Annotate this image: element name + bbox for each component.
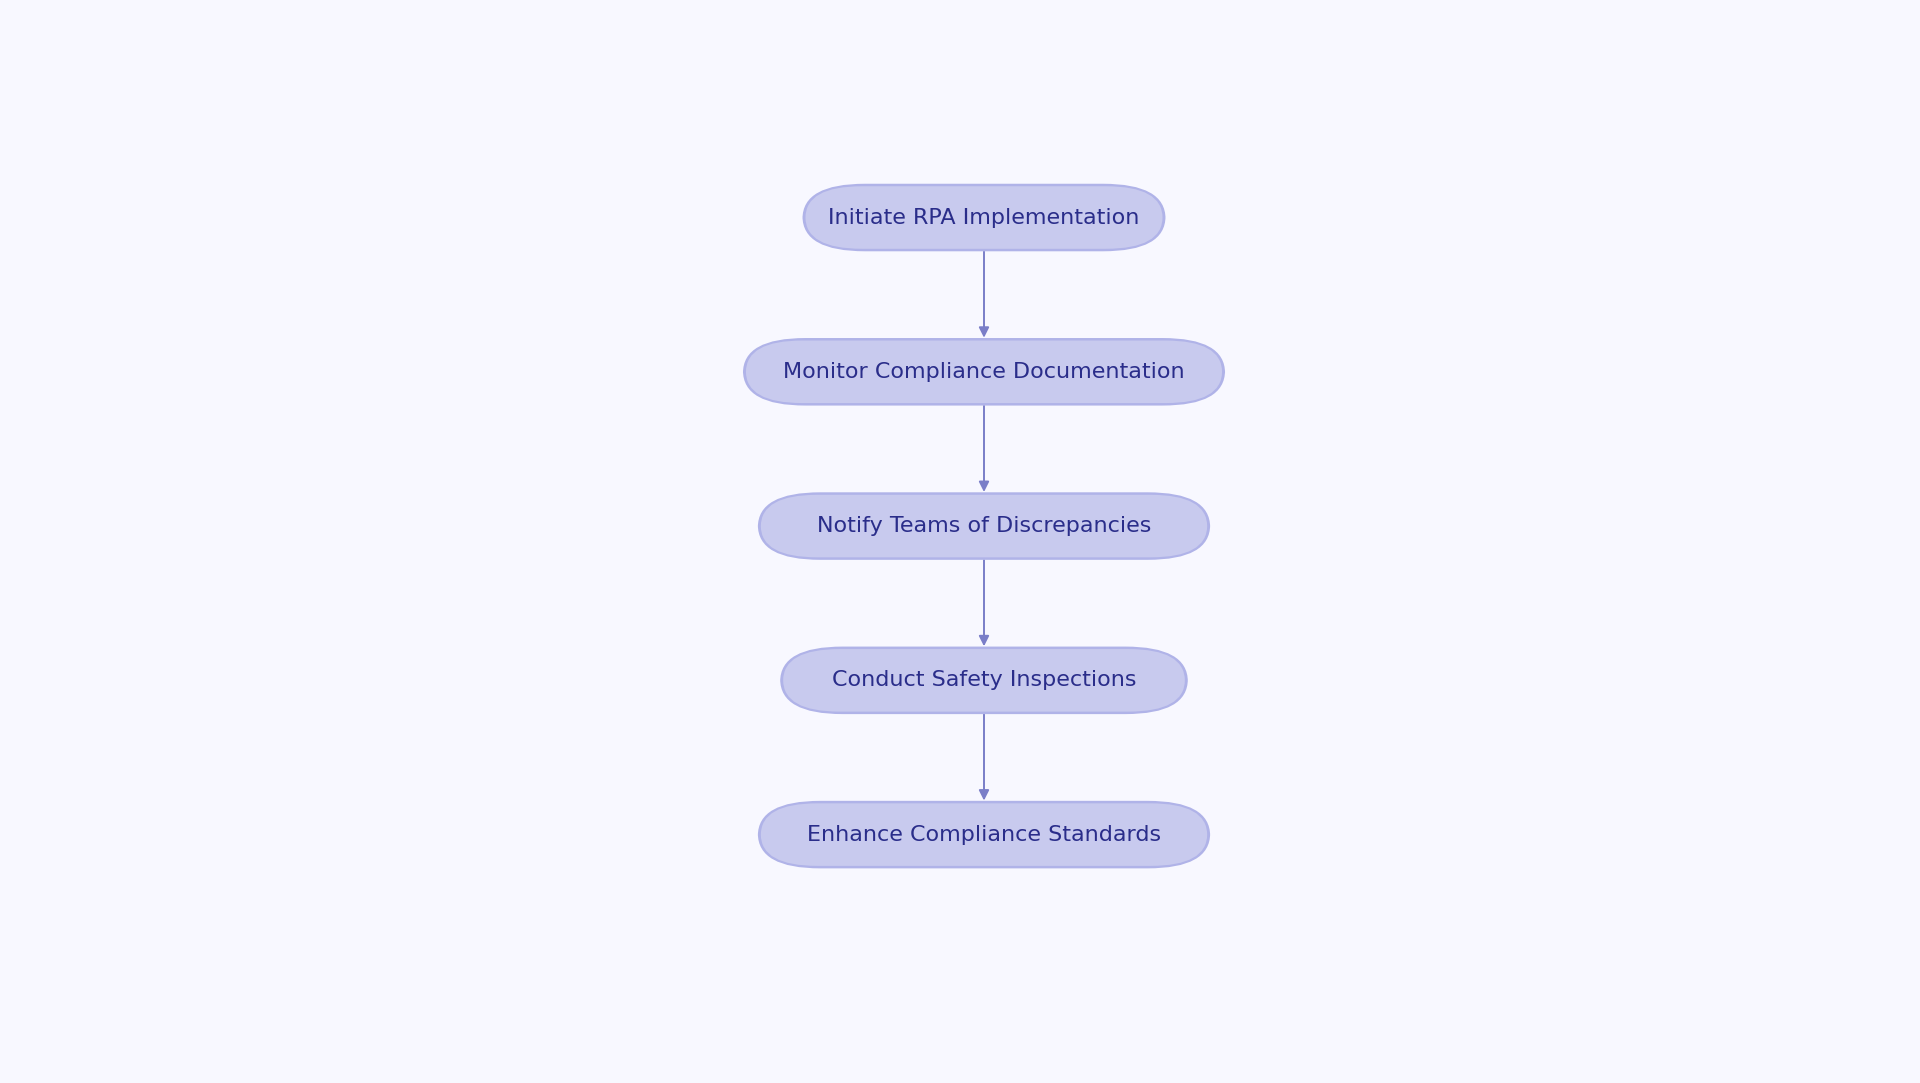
FancyBboxPatch shape [743,338,1225,405]
FancyBboxPatch shape [758,800,1210,869]
Text: Monitor Compliance Documentation: Monitor Compliance Documentation [783,362,1185,382]
FancyBboxPatch shape [783,649,1185,712]
FancyBboxPatch shape [758,493,1210,560]
FancyBboxPatch shape [806,186,1162,249]
Text: Notify Teams of Discrepancies: Notify Teams of Discrepancies [816,517,1152,536]
Text: Conduct Safety Inspections: Conduct Safety Inspections [831,670,1137,690]
FancyBboxPatch shape [780,647,1188,714]
FancyBboxPatch shape [745,340,1221,403]
FancyBboxPatch shape [760,804,1208,866]
Text: Initiate RPA Implementation: Initiate RPA Implementation [828,208,1140,227]
FancyBboxPatch shape [803,184,1165,251]
Text: Enhance Compliance Standards: Enhance Compliance Standards [806,824,1162,845]
FancyBboxPatch shape [760,495,1208,558]
